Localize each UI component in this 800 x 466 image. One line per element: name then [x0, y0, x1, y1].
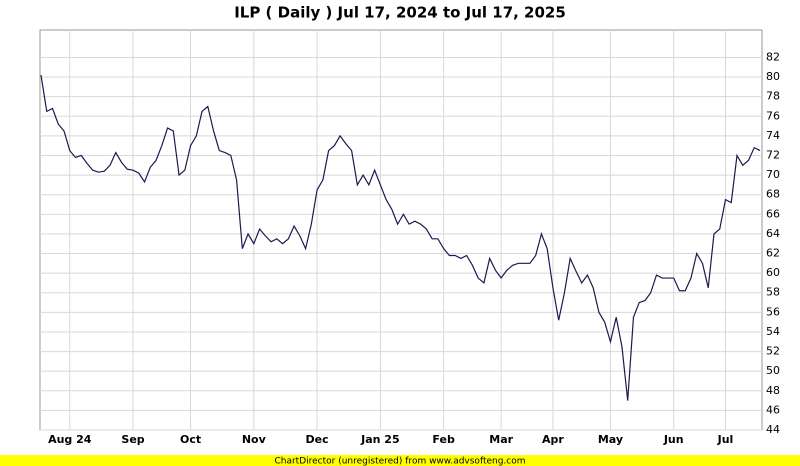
x-tick-label: Dec [306, 433, 329, 446]
y-tick-label: 78 [766, 90, 780, 103]
y-tick-label: 66 [766, 207, 780, 220]
x-tick-label: Jul [717, 433, 734, 446]
x-tick-label: Nov [242, 433, 267, 446]
x-tick-label: Sep [121, 433, 144, 446]
x-tick-label: Jun [663, 433, 684, 446]
y-tick-label: 74 [766, 129, 780, 142]
y-tick-label: 70 [766, 168, 780, 181]
y-tick-label: 50 [766, 364, 780, 377]
y-tick-label: 52 [766, 345, 780, 358]
y-tick-label: 82 [766, 50, 780, 63]
plot-area [39, 29, 763, 431]
y-tick-label: 72 [766, 148, 780, 161]
y-tick-label: 60 [766, 266, 780, 279]
x-tick-label: Aug 24 [48, 433, 92, 446]
y-tick-label: 62 [766, 247, 780, 260]
x-tick-label: Jan 25 [360, 433, 399, 446]
x-tick-label: Mar [489, 433, 513, 446]
x-tick-label: Apr [542, 433, 564, 446]
grid [40, 30, 762, 431]
y-tick-label: 64 [766, 227, 780, 240]
y-tick-label: 68 [766, 188, 780, 201]
x-tick-label: Feb [432, 433, 455, 446]
x-tick-label: Oct [180, 433, 201, 446]
x-tick-label: May [598, 433, 623, 446]
chart-title: ILP ( Daily ) Jul 17, 2024 to Jul 17, 20… [234, 4, 566, 22]
y-tick-label: 46 [766, 403, 780, 416]
footer-bar [0, 455, 800, 466]
y-tick-label: 44 [766, 423, 780, 436]
y-tick-label: 48 [766, 384, 780, 397]
footer: ChartDirector (unregistered) from www.ad… [274, 457, 525, 466]
price-line [40, 75, 761, 401]
y-tick-label: 56 [766, 305, 780, 318]
y-tick-label: 76 [766, 109, 780, 122]
y-tick-label: 80 [766, 70, 780, 83]
y-tick-label: 54 [766, 325, 780, 338]
y-tick-label: 58 [766, 286, 780, 299]
